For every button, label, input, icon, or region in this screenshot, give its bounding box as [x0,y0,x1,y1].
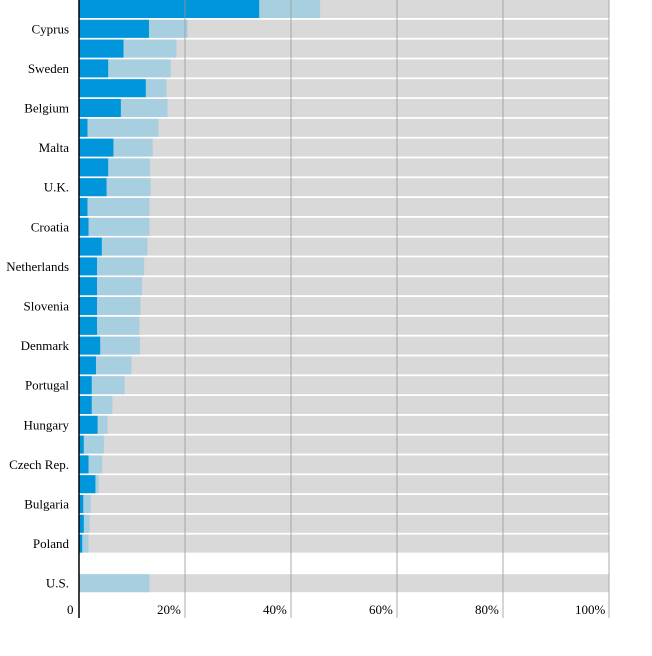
row-label: Belgium [24,101,69,116]
gridlines-group [184,0,610,618]
bar-remainder [79,336,609,355]
bar-remainder [79,455,609,474]
bar-dark-segment [79,59,109,78]
bar-remainder [79,178,609,197]
row-label: U.K. [44,180,69,195]
x-tick-label: 60% [369,602,393,617]
bar-remainder [79,297,609,315]
row-label: Sweden [28,61,70,76]
bar-remainder [79,475,609,494]
bar-dark-segment [79,99,121,117]
bar-remainder [79,376,609,395]
bar-dark-segment [79,415,98,434]
bar-remainder [79,79,609,98]
bars-group [79,0,609,593]
bar-remainder [79,198,609,216]
bar-light-segment [79,534,89,553]
bar-dark-segment [79,257,98,276]
bar-remainder [79,118,609,137]
bar-remainder [79,237,609,256]
bar-remainder [79,534,609,553]
x-tick-label: 40% [263,602,287,617]
bar-dark-segment [79,396,92,414]
row-label: U.S. [46,576,69,591]
bar-remainder [79,435,609,454]
bar-remainder [79,495,609,513]
bar-dark-segment [79,237,102,256]
bar-dark-segment [79,217,89,236]
x-tick-label: 80% [475,602,499,617]
bar-remainder [79,99,609,117]
x-tick-label: 20% [157,602,181,617]
row-label: Bulgaria [24,497,69,512]
bar-light-segment [79,118,159,137]
bar-dark-segment [79,534,83,553]
x-ticks-group: 0 20% 40% 60% 80% 100% [67,602,606,617]
row-label: Netherlands [6,259,69,274]
bar-remainder [79,19,609,38]
bar-dark-segment [79,514,84,533]
bar-light-segment [79,574,150,593]
bar-light-segment [79,198,150,216]
bar-light-segment [79,495,91,513]
row-label: Czech Rep. [9,457,69,472]
bar-dark-segment [79,435,84,454]
bar-dark-segment [79,118,88,137]
bar-dark-segment [79,39,124,58]
bar-dark-segment [79,376,92,395]
bar-remainder [79,574,609,593]
bar-remainder [79,138,609,157]
bar-dark-segment [79,455,89,474]
x-tick-label: 100% [575,602,606,617]
bar-dark-segment [79,297,98,315]
bar-dark-segment [79,158,109,177]
bar-dark-segment [79,336,101,355]
bar-dark-segment [79,198,88,216]
bar-remainder [79,356,609,375]
row-label: Malta [39,140,70,155]
bar-dark-segment [79,0,260,18]
bar-light-segment [79,435,104,454]
bar-dark-segment [79,475,96,494]
bar-remainder [79,415,609,434]
bar-remainder [79,217,609,236]
bar-dark-segment [79,79,146,98]
row-label: Hungary [24,417,70,432]
row-label: Denmark [21,338,70,353]
bar-dark-segment [79,178,107,197]
bar-dark-segment [79,356,96,375]
row-label: Poland [33,536,70,551]
row-label: Portugal [25,378,69,393]
bar-remainder [79,277,609,296]
bar-dark-segment [79,138,114,157]
bar-remainder [79,59,609,78]
bar-dark-segment [79,316,98,335]
bar-remainder [79,316,609,335]
row-label: Cyprus [31,21,69,36]
bar-remainder [79,514,609,533]
bar-remainder [79,39,609,58]
bar-dark-segment [79,495,84,513]
bar-dark-segment [79,277,98,296]
row-label: Slovenia [24,299,70,314]
bar-remainder [79,257,609,276]
bar-remainder [79,396,609,414]
bar-dark-segment [79,19,149,38]
bar-remainder [79,158,609,177]
x-tick-label: 0 [67,602,74,617]
bar-light-segment [79,217,150,236]
bar-light-segment [79,514,90,533]
row-label: Croatia [31,219,69,234]
row-labels-group: Cyprus Sweden Belgium Malta U.K. Croatia Nethe… [6,21,69,590]
